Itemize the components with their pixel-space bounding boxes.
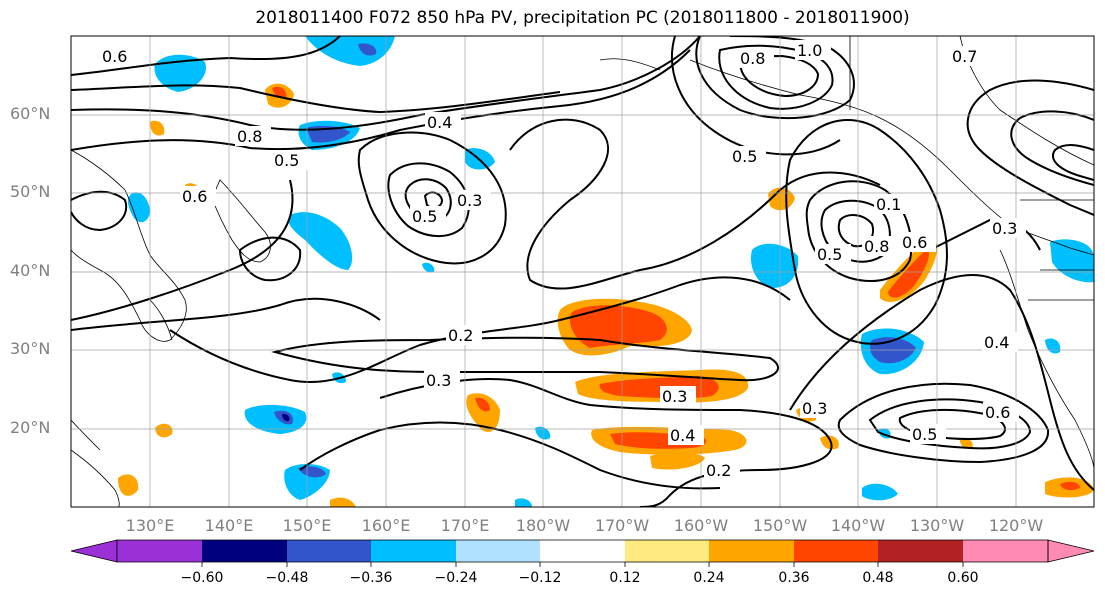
lon-label: 150°W [752,516,808,535]
lon-label: 130°W [909,516,965,535]
colorbar-bin [794,540,878,562]
contour-label: 0.5 [732,147,757,166]
lon-label: 170°W [594,516,650,535]
colorbar-bin [117,540,202,562]
colorbar-bin [709,540,794,562]
contour-label: 0.8 [864,237,889,256]
contour-label: 0.5 [412,207,437,226]
lat-label: 60°N [10,104,51,123]
colorbar-bin [202,540,287,562]
colorbar-tick-label: 0.48 [862,570,894,586]
contour-label: 0.6 [102,47,127,66]
contour-label: 0.8 [237,127,262,146]
contour-label: 0.4 [427,113,452,132]
lon-label: 170°E [440,516,490,535]
lat-label: 50°N [10,182,51,201]
contour-label: 0.7 [952,47,977,66]
contour-label: 0.2 [706,461,731,480]
lon-label: 120°W [988,516,1044,535]
contour-labels: 0.6 0.8 0.5 0.4 0.3 0.2 0.3 0.3 0.4 0.2 [100,40,1026,480]
colorbar-extend-low [70,539,118,563]
colorbar-extend-high [1047,539,1095,563]
lon-label: 130°E [125,516,175,535]
contour-label: 0.8 [740,49,765,68]
lon-label: 160°E [361,516,411,535]
lon-label: 140°W [830,516,886,535]
contour-label: 0.1 [876,195,901,214]
colorbar [70,539,1095,567]
contour-label: 1.0 [797,41,822,60]
contour-label: 0.5 [274,151,299,170]
lon-label: 180°W [515,516,571,535]
colorbar-tick-label: 0.36 [778,570,810,586]
colorbar-tick-label: −0.24 [434,570,478,586]
contour-label: 0.4 [984,333,1009,352]
colorbar-tick-label: −0.12 [518,570,562,586]
colorbar-bin [456,540,540,562]
lat-label: 40°N [10,261,51,280]
map-frame [70,35,1095,508]
colorbar-tick-label: 0.60 [947,570,979,586]
contour-label: 0.3 [802,399,827,418]
colorbar-tick-label: −0.48 [265,570,309,586]
contour-label: 0.2 [448,326,473,345]
colorbar-tick-label: 0.24 [693,570,725,586]
colorbar-tick-label: −0.60 [180,570,224,586]
figure-title: 2018011400 F072 850 hPa PV, precipitatio… [255,8,910,28]
lat-label: 20°N [10,418,51,437]
contour-label: 0.4 [670,426,695,445]
colorbar-bin [963,540,1048,562]
colorbar-bin [625,540,709,562]
contour-label: 0.6 [902,233,927,252]
lon-label: 160°W [673,516,729,535]
contour-label: 0.6 [182,187,207,206]
colorbar-bin [878,540,963,562]
lon-label: 140°E [204,516,254,535]
colorbar-bin [287,540,371,562]
colorbar-tick-label: 0.12 [609,570,641,586]
lat-label: 30°N [10,339,51,358]
contour-label: 0.3 [662,387,687,406]
contour-label: 0.3 [992,219,1017,238]
lon-label: 150°E [282,516,332,535]
contour-label: 0.3 [426,371,451,390]
contour-label: 0.3 [457,191,482,210]
colorbar-tick-label: −0.36 [349,570,393,586]
contour-label: 0.5 [817,245,842,264]
colorbar-bin [371,540,456,562]
colorbar-bin [540,540,625,562]
contour-label: 0.6 [985,403,1010,422]
contour-label: 0.5 [912,425,937,444]
